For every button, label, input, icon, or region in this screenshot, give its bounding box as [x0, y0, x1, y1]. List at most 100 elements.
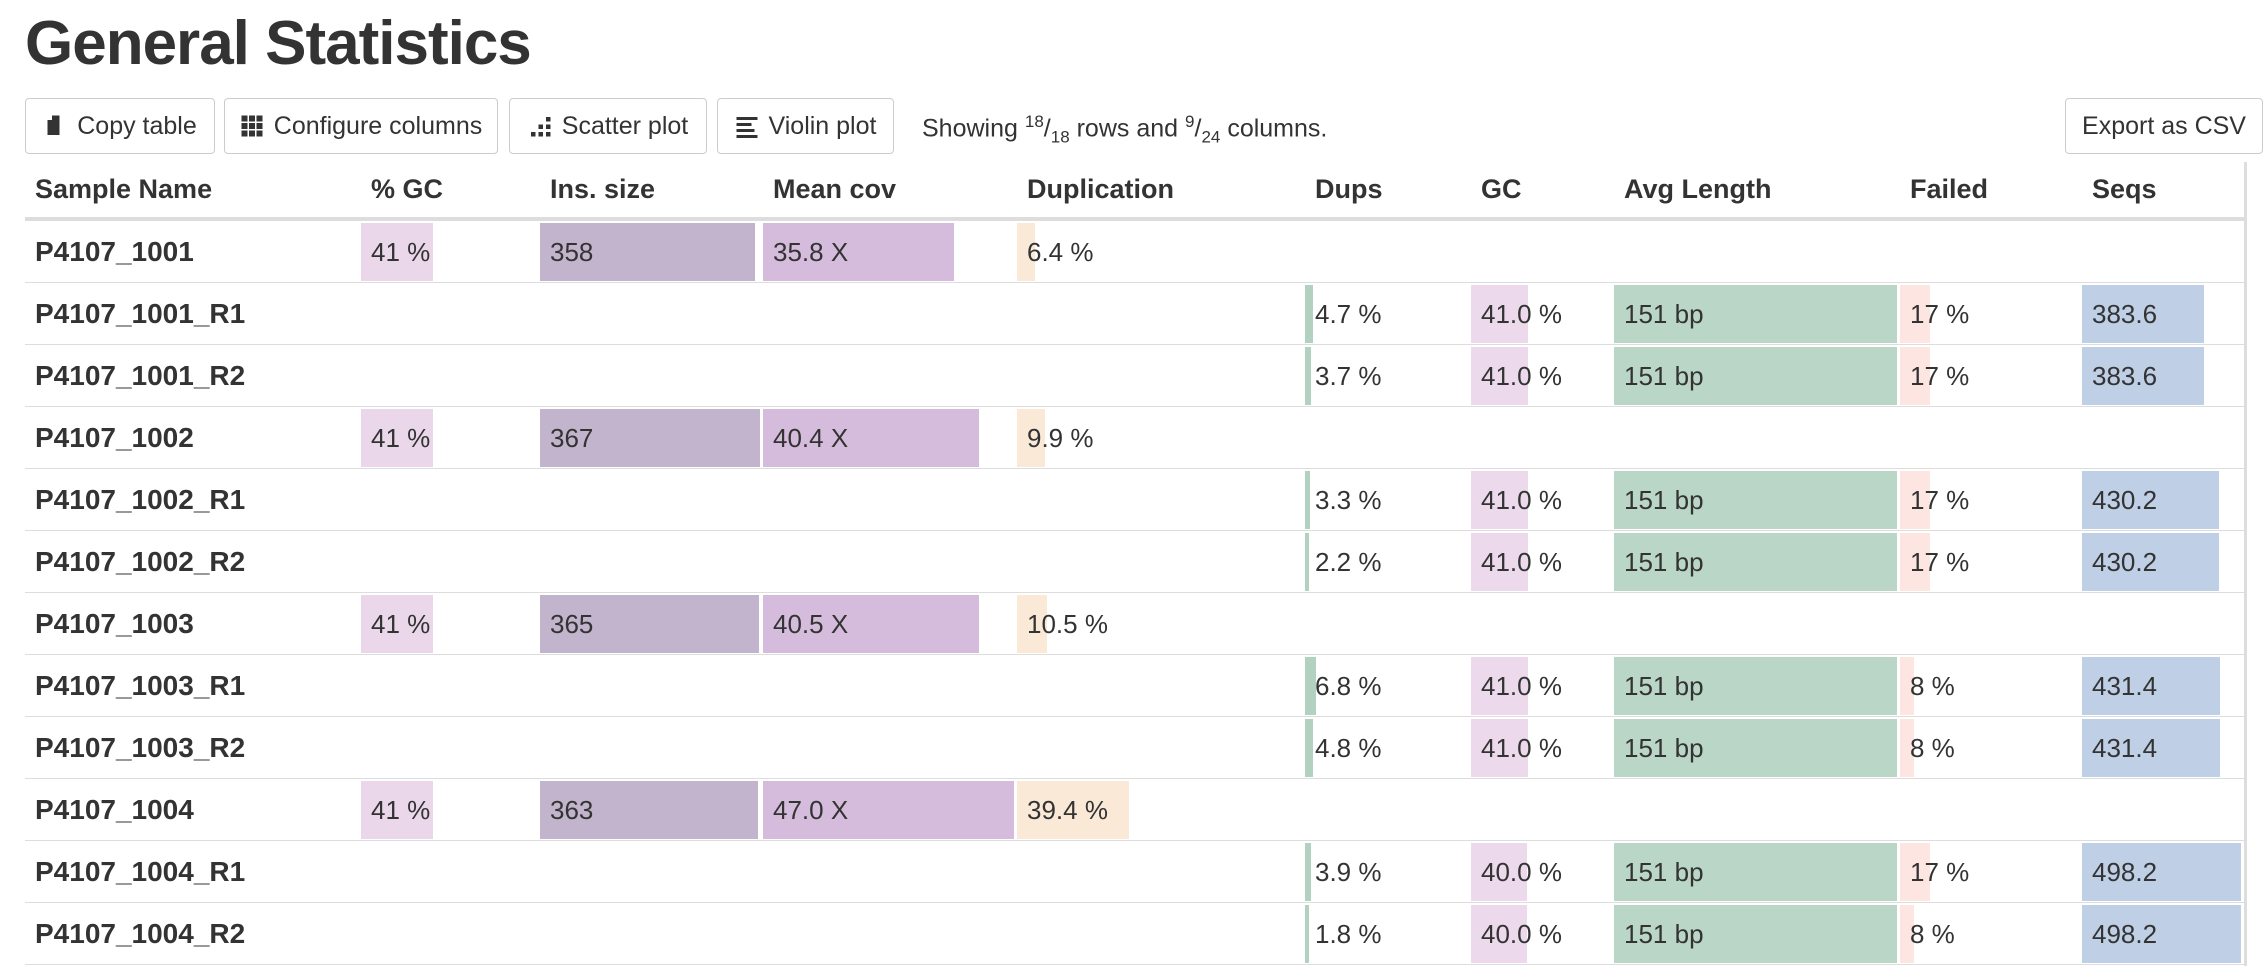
- cell-value: 365: [550, 609, 594, 639]
- cell-value: 40.5 X: [773, 609, 849, 639]
- cell-bar: [1305, 905, 1309, 963]
- cell-value: 40.0 %: [1481, 919, 1562, 949]
- cell-bar: [1900, 657, 1915, 715]
- cell-value: 41.0 %: [1481, 733, 1562, 763]
- row-border: [25, 530, 2244, 531]
- cell-bar: [1900, 285, 1931, 343]
- cell-value: 9.9 %: [1027, 423, 1094, 453]
- cell-bar: [1900, 719, 1915, 777]
- row-border: [25, 344, 2244, 345]
- cell-bar: [1471, 657, 1529, 715]
- cell-bar: [1017, 781, 1130, 839]
- cell-bar: [540, 595, 759, 653]
- page-title: General Statistics: [25, 9, 532, 78]
- cell-bar: [1017, 595, 1047, 653]
- cell-value: 151 bp: [1624, 857, 1704, 887]
- cell-value: 35.8 X: [773, 237, 849, 267]
- cell-bar: [1305, 719, 1313, 777]
- cell-bar: [1471, 843, 1527, 901]
- cell-bar: [1017, 409, 1046, 467]
- status-part: Showing: [922, 114, 1018, 143]
- cell-value: 8 %: [1910, 733, 1955, 763]
- cell-value: 363: [550, 795, 594, 825]
- export-csv-button[interactable]: Export as CSV: [2065, 98, 2263, 154]
- column-header: Avg Length: [1624, 174, 1772, 204]
- cell-value: 151 bp: [1624, 361, 1704, 391]
- status-part: 24: [1201, 127, 1221, 147]
- cell-bar: [1305, 285, 1313, 343]
- cell-bar: [1305, 533, 1309, 591]
- sample-name: P4107_1001: [35, 236, 194, 267]
- sample-name: P4107_1002_R1: [35, 484, 246, 515]
- button-label: Export as CSV: [2082, 111, 2246, 140]
- cell-value: 41.0 %: [1481, 547, 1562, 577]
- violin-plot-button[interactable]: Violin plot: [717, 98, 894, 154]
- cell-value: 151 bp: [1624, 547, 1704, 577]
- cell-bar: [1614, 719, 1897, 777]
- cell-bar: [763, 409, 979, 467]
- cell-bar: [1614, 471, 1897, 529]
- copy-table-button[interactable]: Copy table: [25, 98, 215, 154]
- cell-value: 17 %: [1910, 857, 1970, 887]
- cell-value: 430.2: [2092, 485, 2158, 515]
- cell-value: 41.0 %: [1481, 361, 1562, 391]
- cell-value: 151 bp: [1624, 733, 1704, 763]
- cell-bar: [1614, 905, 1897, 963]
- cell-value: 151 bp: [1624, 919, 1704, 949]
- cell-bar: [1305, 347, 1312, 405]
- row-border: [25, 406, 2244, 407]
- sample-name: P4107_1001_R2: [35, 360, 246, 391]
- status-part: 18: [1024, 112, 1044, 131]
- cell-bar: [763, 781, 1014, 839]
- cell-value: 431.4: [2092, 671, 2158, 701]
- scroll-edge: [2244, 162, 2247, 966]
- row-border: [25, 902, 2244, 903]
- configure-columns-button[interactable]: Configure columns: [224, 98, 498, 154]
- cell-value: 3.3 %: [1315, 485, 1382, 515]
- cell-bar: [1900, 843, 1931, 901]
- button-label: Configure columns: [273, 111, 483, 140]
- cell-value: 6.8 %: [1315, 671, 1382, 701]
- row-border: [25, 840, 2244, 841]
- cell-bar: [763, 223, 955, 281]
- scatter-plot-button[interactable]: Scatter plot: [509, 98, 707, 154]
- header-border: [25, 217, 2244, 221]
- cell-value: 358: [550, 237, 594, 267]
- sample-name: P4107_1003_R2: [35, 732, 246, 763]
- cell-bar: [1900, 471, 1931, 529]
- column-header: Sample Name: [35, 174, 213, 204]
- cell-bar: [763, 595, 980, 653]
- sample-name: P4107_1003_R1: [35, 670, 246, 701]
- sample-name: P4107_1002_R2: [35, 546, 246, 577]
- cell-value: 151 bp: [1624, 485, 1704, 515]
- cell-bar: [361, 595, 434, 653]
- sample-name: P4107_1004_R2: [35, 918, 246, 949]
- cell-bar: [1471, 905, 1527, 963]
- cell-value: 41 %: [371, 237, 431, 267]
- cell-value: 431.4: [2092, 733, 2158, 763]
- status-part: 18: [1050, 127, 1070, 147]
- row-border: [25, 282, 2244, 283]
- cell-bar: [1305, 657, 1317, 715]
- cell-bar: [2082, 347, 2205, 405]
- cell-bar: [1017, 223, 1036, 281]
- cell-bar: [1471, 347, 1529, 405]
- status-part: columns.: [1227, 114, 1328, 143]
- row-border: [25, 716, 2244, 717]
- cell-value: 40.0 %: [1481, 857, 1562, 887]
- cell-bar: [1614, 843, 1897, 901]
- cell-bar: [2082, 719, 2220, 777]
- row-border: [25, 592, 2244, 593]
- sample-name: P4107_1002: [35, 422, 194, 453]
- cell-bar: [1900, 347, 1931, 405]
- cell-bar: [1614, 285, 1897, 343]
- cell-bar: [2082, 657, 2220, 715]
- cell-value: 41.0 %: [1481, 671, 1562, 701]
- cell-bar: [2082, 905, 2241, 963]
- cell-value: 3.9 %: [1315, 857, 1382, 887]
- button-label: Violin plot: [768, 111, 877, 140]
- cell-value: 41 %: [371, 423, 431, 453]
- cell-bar: [1471, 471, 1529, 529]
- row-border: [25, 778, 2244, 779]
